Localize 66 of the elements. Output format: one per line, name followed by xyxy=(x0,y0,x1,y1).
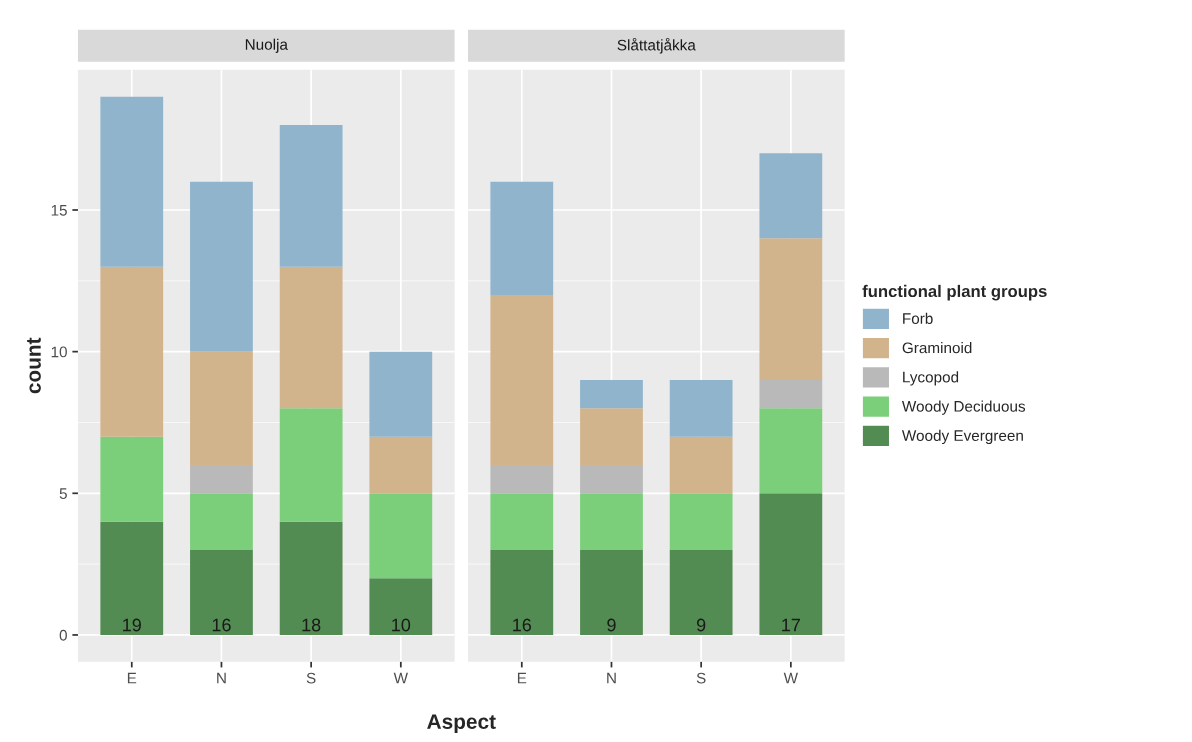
bar xyxy=(759,379,823,409)
total-label: 10 xyxy=(392,618,411,632)
bar xyxy=(279,266,343,409)
bar xyxy=(490,464,554,494)
x-tick-label: N xyxy=(217,672,226,684)
bar xyxy=(190,464,253,494)
legend-title: functional plant groups xyxy=(862,284,1047,301)
bar xyxy=(669,549,733,635)
x-tick-label: E xyxy=(517,672,527,684)
bar xyxy=(580,549,643,635)
total-label: 19 xyxy=(123,618,141,632)
bar xyxy=(100,521,164,635)
x-axis-title: Aspect xyxy=(427,714,496,734)
y-tick-label: 15 xyxy=(51,205,67,216)
bar xyxy=(490,181,554,295)
bar xyxy=(490,493,554,550)
y-tick-label: 10 xyxy=(51,346,67,358)
x-tick-label: W xyxy=(783,672,798,684)
bar xyxy=(369,578,433,635)
bar xyxy=(759,408,823,494)
legend-label: Graminoid xyxy=(902,342,972,354)
total-label: 9 xyxy=(696,618,706,632)
bar xyxy=(100,436,164,522)
bar xyxy=(190,549,253,635)
y-tick-label: 0 xyxy=(59,629,67,641)
bar xyxy=(759,153,823,239)
bar xyxy=(580,464,643,494)
x-tick-label: S xyxy=(306,672,316,684)
bar xyxy=(669,379,733,437)
bar xyxy=(190,181,253,352)
bar xyxy=(490,294,554,465)
bar xyxy=(279,408,343,522)
bar xyxy=(190,493,253,550)
legend-label: Woody Evergreen xyxy=(901,429,1023,445)
bar xyxy=(759,238,823,380)
bar xyxy=(759,493,823,635)
total-label: 16 xyxy=(212,618,231,632)
bar xyxy=(669,436,733,494)
chart-title: Nuolja xyxy=(245,38,288,53)
y-tick-label: 5 xyxy=(59,488,67,499)
bar xyxy=(369,493,433,579)
legend-label: Lycopod xyxy=(903,371,959,386)
bar xyxy=(669,493,733,550)
bar xyxy=(279,124,343,267)
y-axis-title: count xyxy=(27,337,41,394)
bar xyxy=(490,549,554,635)
x-tick-label: S xyxy=(696,672,706,684)
legend-label: Forb xyxy=(903,312,933,324)
total-label: 17 xyxy=(782,618,800,632)
x-tick-label: W xyxy=(393,672,408,684)
bar xyxy=(100,96,164,267)
bar xyxy=(279,521,343,635)
legend-label: Woody Deciduous xyxy=(901,400,1026,415)
bar xyxy=(190,351,253,465)
bar xyxy=(369,436,433,494)
x-tick-label: N xyxy=(607,672,616,684)
bar xyxy=(369,351,433,437)
x-tick-label: E xyxy=(127,672,137,684)
bar xyxy=(580,408,643,465)
bar xyxy=(100,266,164,437)
total-label: 9 xyxy=(607,618,616,632)
total-label: 18 xyxy=(302,618,321,632)
chart-title: Slåttatjåkka xyxy=(617,38,696,54)
bar xyxy=(580,493,643,550)
bar xyxy=(580,379,643,409)
total-label: 16 xyxy=(513,618,532,632)
